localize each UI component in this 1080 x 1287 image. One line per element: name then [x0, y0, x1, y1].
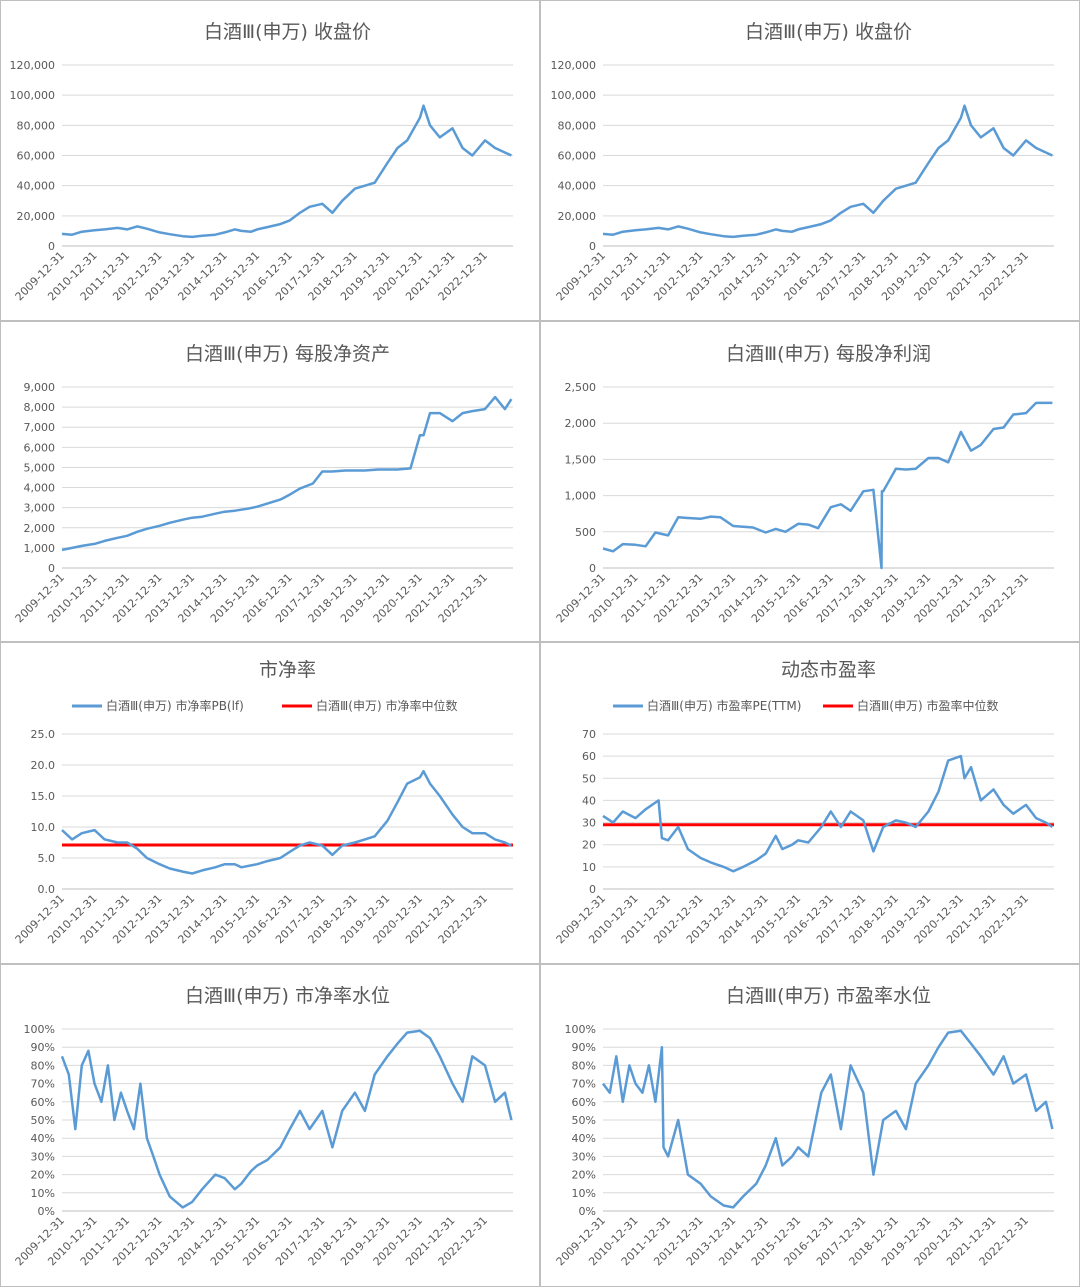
chart-title: 白酒Ⅲ(申万) 收盘价	[745, 21, 912, 43]
y-tick-label: 4,000	[24, 482, 56, 495]
y-tick-label: 40	[582, 794, 596, 807]
y-tick-label: 0	[48, 240, 55, 253]
y-tick-label: 7,000	[24, 421, 56, 434]
y-tick-label: 8,000	[24, 401, 56, 414]
chart-title: 白酒Ⅲ(申万) 收盘价	[204, 21, 371, 43]
y-tick-label: 20%	[572, 1169, 596, 1182]
y-tick-label: 100%	[565, 1023, 596, 1036]
y-tick-label: 80,000	[558, 119, 597, 132]
y-tick-label: 0	[589, 240, 596, 253]
series-line	[61, 769, 512, 875]
y-tick-label: 60%	[572, 1096, 596, 1109]
y-tick-label: 40,000	[558, 180, 597, 193]
y-tick-label: 100%	[24, 1023, 55, 1036]
y-tick-label: 15.0	[31, 790, 56, 803]
y-tick-label: 20,000	[558, 210, 597, 223]
legend-label-median: 白酒Ⅲ(申万) 市净率中位数	[316, 698, 457, 713]
y-tick-label: 0	[48, 562, 55, 575]
y-tick-label: 90%	[572, 1041, 596, 1054]
y-tick-label: 0.0	[38, 883, 56, 896]
y-tick-label: 3,000	[24, 502, 56, 515]
y-tick-label: 20%	[31, 1169, 55, 1182]
y-tick-label: 50	[582, 772, 596, 785]
y-tick-label: 2,000	[565, 417, 597, 430]
chart-title: 市净率	[259, 659, 316, 681]
panel-border	[540, 321, 1080, 642]
series-line	[602, 754, 1054, 873]
y-tick-label: 20	[582, 839, 596, 852]
y-tick-label: 30	[582, 817, 596, 830]
panel-border	[540, 0, 1080, 321]
series-line	[60, 1029, 513, 1209]
y-tick-label: 60,000	[17, 150, 56, 163]
legend-label-median: 白酒Ⅲ(申万) 市盈率中位数	[857, 698, 998, 713]
panel-border	[0, 964, 540, 1287]
y-tick-label: 20.0	[31, 759, 56, 772]
y-tick-label: 10.0	[31, 821, 56, 834]
y-tick-label: 60,000	[558, 150, 597, 163]
y-tick-label: 2,000	[24, 522, 56, 535]
y-tick-label: 90%	[31, 1041, 55, 1054]
y-tick-label: 10%	[572, 1187, 596, 1200]
series-line	[602, 401, 1053, 570]
y-tick-label: 6,000	[24, 441, 56, 454]
y-tick-label: 60%	[31, 1096, 55, 1109]
legend-label-series: 白酒Ⅲ(申万) 市盈率PE(TTM)	[647, 698, 801, 713]
y-tick-label: 0%	[38, 1205, 55, 1218]
chart-title: 白酒Ⅲ(申万) 每股净利润	[726, 343, 931, 365]
y-tick-label: 2,500	[565, 381, 597, 394]
y-tick-label: 70%	[572, 1078, 596, 1091]
y-tick-label: 1,000	[24, 542, 56, 555]
y-tick-label: 5.0	[38, 852, 56, 865]
panel-border	[0, 0, 540, 321]
y-tick-label: 40,000	[17, 180, 56, 193]
series-line	[601, 1029, 1054, 1209]
y-tick-label: 70	[582, 728, 596, 741]
chart-title: 白酒Ⅲ(申万) 市盈率水位	[726, 985, 931, 1007]
y-tick-label: 10	[582, 861, 596, 874]
y-tick-label: 50%	[31, 1114, 55, 1127]
y-tick-label: 25.0	[31, 728, 56, 741]
y-tick-label: 50%	[572, 1114, 596, 1127]
y-tick-label: 70%	[31, 1078, 55, 1091]
chart-title: 白酒Ⅲ(申万) 市净率水位	[185, 985, 390, 1007]
panel-border	[540, 642, 1080, 964]
chart-title: 动态市盈率	[781, 659, 876, 681]
series-line	[61, 104, 512, 239]
y-tick-label: 100,000	[551, 89, 597, 102]
y-tick-label: 10%	[31, 1187, 55, 1200]
panel-border	[540, 964, 1080, 1287]
chart-title: 白酒Ⅲ(申万) 每股净资产	[185, 343, 390, 365]
y-tick-label: 30%	[572, 1150, 596, 1163]
y-tick-label: 1,500	[565, 453, 597, 466]
y-tick-label: 80,000	[17, 119, 56, 132]
y-tick-label: 80%	[572, 1059, 596, 1072]
y-tick-label: 0%	[579, 1205, 596, 1218]
y-tick-label: 100,000	[10, 89, 56, 102]
y-tick-label: 80%	[31, 1059, 55, 1072]
y-tick-label: 5,000	[24, 461, 56, 474]
series-line	[602, 104, 1053, 239]
panel-border	[0, 642, 540, 964]
y-tick-label: 9,000	[24, 381, 56, 394]
y-tick-label: 0	[589, 562, 596, 575]
y-tick-label: 500	[575, 526, 596, 539]
y-tick-label: 0	[589, 883, 596, 896]
y-tick-label: 120,000	[10, 59, 56, 72]
y-tick-label: 60	[582, 750, 596, 763]
y-tick-label: 1,000	[565, 490, 597, 503]
y-tick-label: 120,000	[551, 59, 597, 72]
y-tick-label: 20,000	[17, 210, 56, 223]
y-tick-label: 30%	[31, 1150, 55, 1163]
y-tick-label: 40%	[572, 1132, 596, 1145]
panel-border	[0, 321, 540, 642]
y-tick-label: 40%	[31, 1132, 55, 1145]
series-line	[61, 395, 513, 552]
legend-label-series: 白酒Ⅲ(申万) 市净率PB(lf)	[106, 698, 244, 713]
